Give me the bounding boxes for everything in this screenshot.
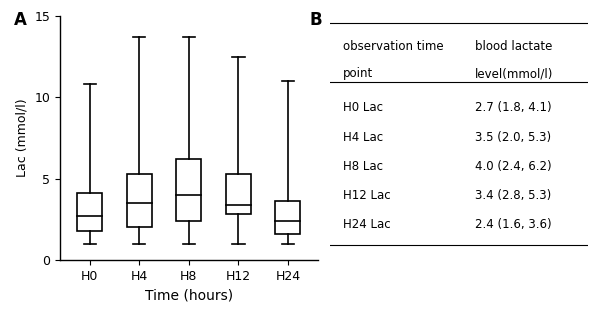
Text: blood lactate: blood lactate [475, 40, 552, 53]
Text: H0 Lac: H0 Lac [343, 101, 383, 114]
Text: observation time: observation time [343, 40, 444, 53]
Bar [275, 201, 300, 234]
Text: H24 Lac: H24 Lac [343, 218, 391, 231]
Bar [77, 193, 102, 231]
Text: A: A [14, 11, 26, 29]
X-axis label: Time (hours): Time (hours) [145, 288, 233, 302]
Text: 2.7 (1.8, 4.1): 2.7 (1.8, 4.1) [475, 101, 551, 114]
Text: H12 Lac: H12 Lac [343, 189, 391, 202]
Text: 3.4 (2.8, 5.3): 3.4 (2.8, 5.3) [475, 189, 551, 202]
Bar [176, 159, 201, 221]
Text: B: B [310, 11, 322, 29]
Text: 2.4 (1.6, 3.6): 2.4 (1.6, 3.6) [475, 218, 551, 231]
Text: 3.5 (2.0, 5.3): 3.5 (2.0, 5.3) [475, 131, 551, 144]
Text: H8 Lac: H8 Lac [343, 160, 383, 173]
Text: point: point [343, 67, 374, 80]
Text: level(mmol/l): level(mmol/l) [475, 67, 553, 80]
Bar [226, 174, 251, 214]
Bar [127, 174, 152, 227]
Y-axis label: Lac (mmol/l): Lac (mmol/l) [16, 99, 29, 177]
Text: 4.0 (2.4, 6.2): 4.0 (2.4, 6.2) [475, 160, 551, 173]
Text: H4 Lac: H4 Lac [343, 131, 383, 144]
